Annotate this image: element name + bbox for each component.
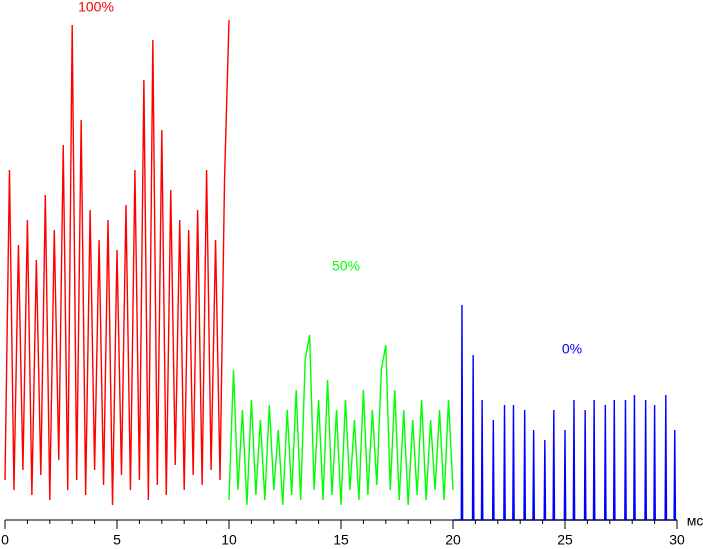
series-label: 100% — [78, 0, 114, 15]
x-unit: мс — [687, 513, 703, 529]
x-tick-label: 10 — [221, 532, 237, 548]
signal-line — [4, 19, 230, 506]
x-tick-label: 25 — [557, 532, 573, 548]
series-label: 50% — [332, 258, 360, 274]
series-label: 0% — [562, 341, 582, 357]
x-tick-label: 5 — [113, 532, 121, 548]
x-tick-label: 15 — [333, 532, 349, 548]
signal-line — [228, 334, 454, 506]
x-tick-label: 0 — [1, 532, 9, 548]
x-tick-label: 20 — [445, 532, 461, 548]
signal-line — [453, 304, 677, 521]
x-tick-label: 30 — [669, 532, 685, 548]
